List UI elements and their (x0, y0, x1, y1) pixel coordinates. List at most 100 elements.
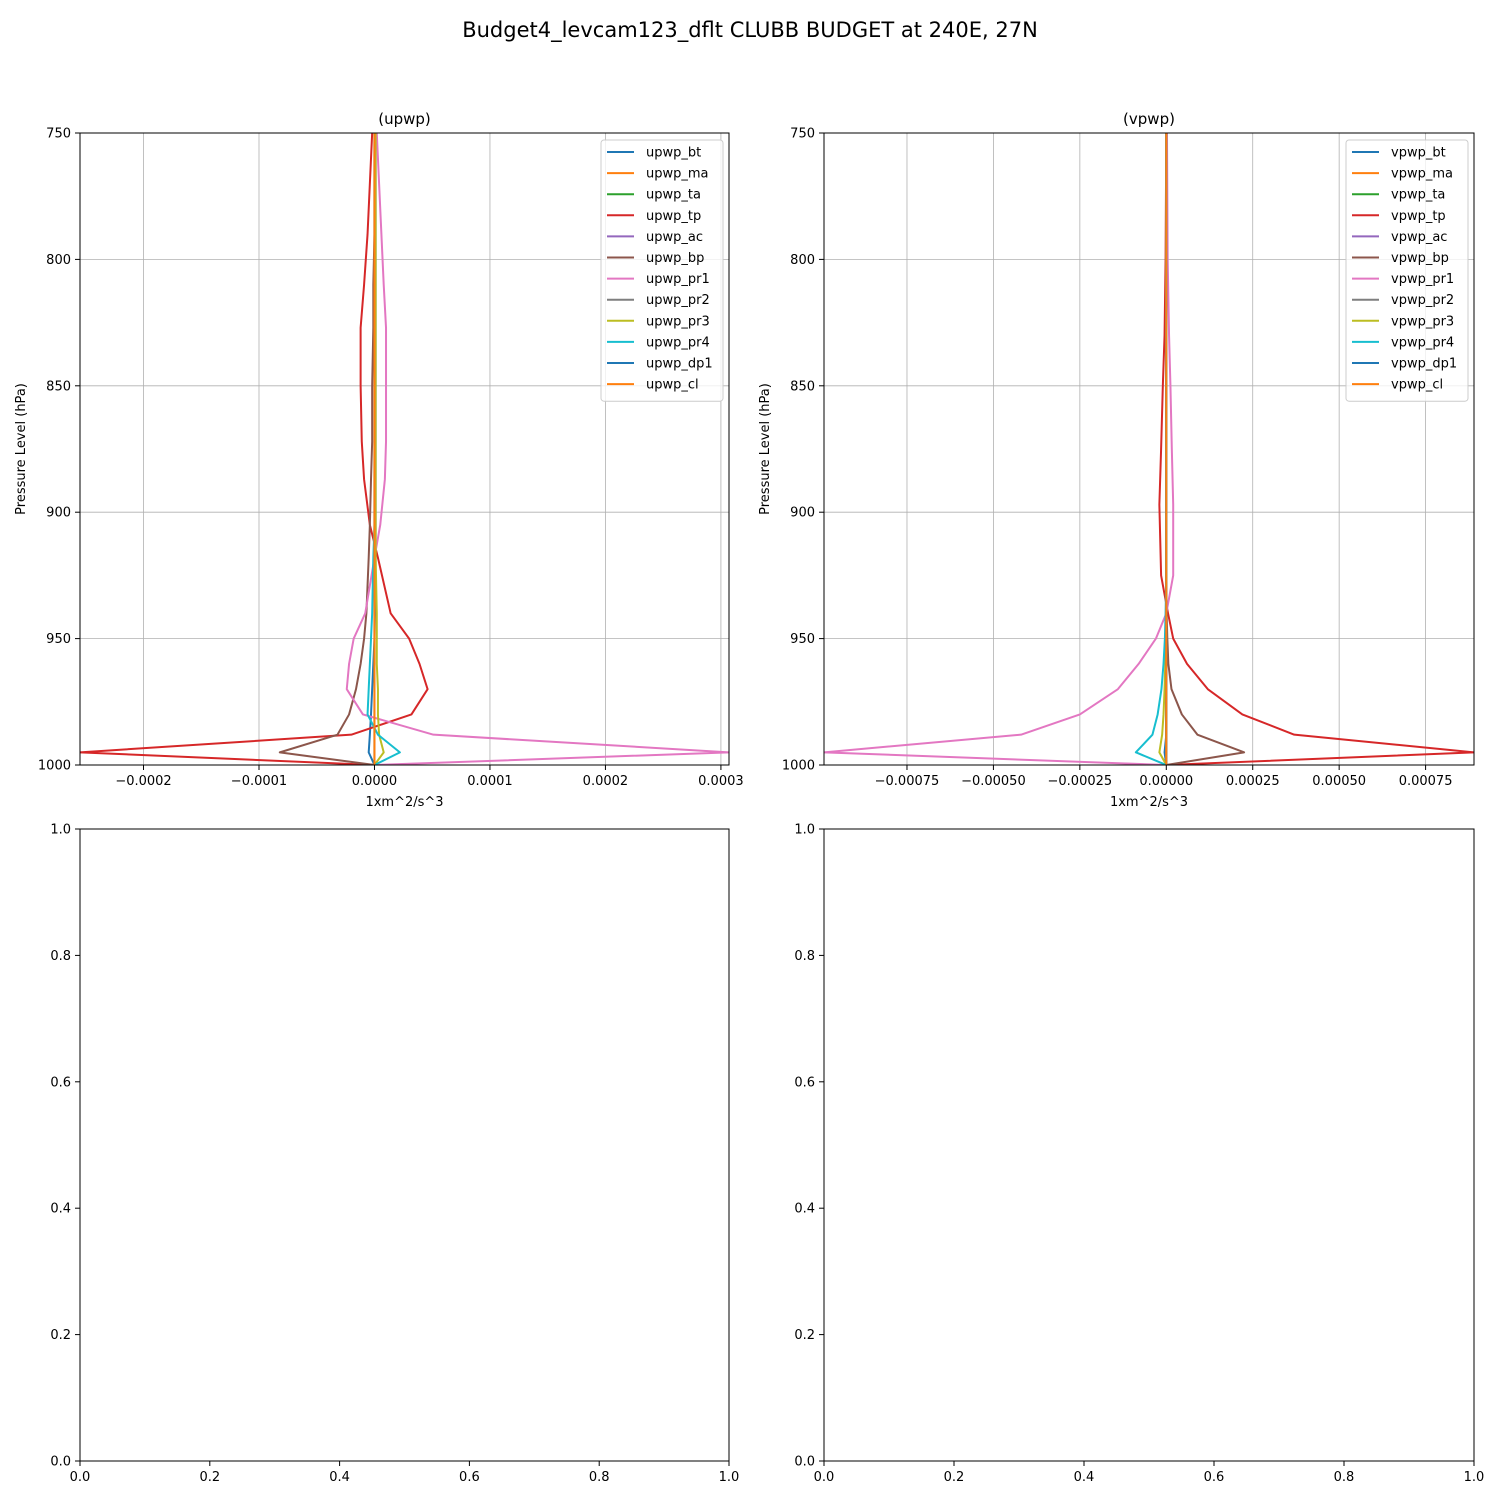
legend-label: upwp_ta (646, 188, 701, 203)
axes-2: −0.00075 −0.00050 −0.00025 0.00000 0.00025 0.… (758, 110, 1475, 810)
legend-item: upwp_ac (607, 230, 703, 245)
legend-item: vpwp_tp (1352, 209, 1446, 224)
x-tick-label: −0.0001 (231, 774, 287, 789)
legend-label: vpwp_pr3 (1391, 314, 1454, 329)
legend-label: upwp_pr2 (646, 293, 710, 308)
y-tick-label: 0.6 (794, 1075, 815, 1090)
legend-item: upwp_bp (607, 251, 704, 266)
legend-label: upwp_ac (646, 230, 703, 245)
legend-item: vpwp_bp (1352, 251, 1449, 266)
axes-4: 0.0 0.2 0.4 0.6 0.8 1.0 0.0 0.2 0.4 0.6 0.8 1.0 (794, 823, 1484, 1486)
x-tick-label: −0.00050 (961, 774, 1026, 789)
y-tick-label: 1000 (782, 759, 815, 774)
legend-label: vpwp_bp (1391, 251, 1449, 266)
x-tick-label: 0.0002 (583, 774, 629, 789)
x-tick-label: 0.2 (199, 1470, 220, 1485)
legend-item: upwp_ma (607, 167, 709, 182)
y-tick-label: 0.2 (50, 1328, 71, 1343)
axes-3: 0.0 0.2 0.4 0.6 0.8 1.0 0.0 0.2 0.4 0.6 0.8 1.0 (50, 823, 739, 1486)
legend-label: vpwp_ma (1391, 167, 1453, 182)
x-tick-label: 0.6 (1204, 1470, 1225, 1485)
x-tick-label: 0.0001 (467, 774, 513, 789)
axes-title: (vpwp) (1123, 110, 1175, 128)
y-tick-label: 0.2 (794, 1328, 815, 1343)
y-tick-label: 0.4 (794, 1202, 815, 1217)
series-group (824, 133, 1474, 765)
legend-frame (600, 139, 724, 402)
y-tick-label: 0.8 (794, 949, 815, 964)
x-tick-label: 0.0000 (352, 774, 398, 789)
x-tick-label: 0.8 (589, 1470, 610, 1485)
x-tick-label: 0.2 (944, 1470, 965, 1485)
legend-label: upwp_dp1 (646, 357, 713, 372)
x-tick-label: 0.00025 (1226, 774, 1280, 789)
axes-frame (823, 132, 1475, 766)
y-axis-label: Pressure Level (hPa) (758, 383, 773, 515)
legend-item: vpwp_dp1 (1352, 357, 1457, 372)
series-line-vpwp-tp (1158, 133, 1474, 765)
legend-label: vpwp_cl (1391, 378, 1443, 393)
x-tick-label: 0.00075 (1399, 774, 1453, 789)
x-tick-label: 0.00050 (1312, 774, 1366, 789)
legend-label: upwp_bt (646, 146, 701, 161)
x-axis-label: 1xm^2/s^3 (1110, 795, 1188, 810)
axes-frame (823, 828, 1475, 1462)
x-tick-label: 0.0 (70, 1470, 91, 1485)
legend-label: upwp_cl (646, 378, 699, 393)
y-tick-label: 900 (790, 506, 815, 521)
legend-item: vpwp_bt (1352, 146, 1446, 161)
x-tick-label: −0.00025 (1048, 774, 1113, 789)
x-tick-label: 0.00000 (1139, 774, 1193, 789)
series-group (80, 133, 729, 765)
legend: vpwp_bt vpwp_ma vpwp_ta vpwp_tp vpwp_ac vpwp_… (1345, 139, 1469, 402)
x-tick-label: 0.4 (1074, 1470, 1095, 1485)
legend-label: vpwp_pr1 (1391, 272, 1454, 287)
legend-item: upwp_pr2 (607, 293, 710, 308)
y-tick-label: 750 (46, 127, 71, 142)
y-tick-label: 1000 (38, 759, 71, 774)
legend-label: upwp_tp (646, 209, 701, 224)
legend-label: vpwp_pr2 (1391, 293, 1454, 308)
legend-label: upwp_pr4 (646, 335, 710, 350)
series-line-upwp-pr3 (373, 133, 385, 765)
y-tick-label: 0.0 (794, 1455, 815, 1470)
legend-label: vpwp_dp1 (1391, 357, 1457, 372)
y-tick-label: 0.4 (50, 1202, 71, 1217)
legend-item: vpwp_pr1 (1352, 272, 1454, 287)
legend-item: upwp_dp1 (607, 357, 713, 372)
x-tick-label: 0.4 (329, 1470, 350, 1485)
legend-item: vpwp_cl (1352, 378, 1443, 393)
legend-label: upwp_pr3 (646, 314, 710, 329)
axes-background (824, 829, 1474, 1461)
x-tick-label: 0.0003 (698, 774, 744, 789)
legend-item: upwp_bt (607, 146, 701, 161)
legend-item: vpwp_pr4 (1352, 335, 1454, 350)
legend-item: vpwp_pr3 (1352, 314, 1454, 329)
legend-frame (1345, 139, 1469, 402)
axes-1: −0.0002 −0.0001 0.0000 0.0001 0.0002 0.0003 75… (14, 110, 744, 810)
y-axis-label: Pressure Level (hPa) (14, 383, 29, 515)
legend-label: vpwp_bt (1391, 146, 1446, 161)
legend-item: upwp_pr1 (607, 272, 710, 287)
axes-title: (upwp) (378, 110, 431, 128)
x-tick-label: 0.8 (1334, 1470, 1355, 1485)
legend-item: upwp_pr4 (607, 335, 710, 350)
y-tick-label: 0.0 (50, 1455, 71, 1470)
axes-frame (79, 132, 730, 766)
y-tick-label: 900 (46, 506, 71, 521)
axes-frame (79, 828, 730, 1462)
legend-item: vpwp_ac (1352, 230, 1447, 245)
x-tick-label: 1.0 (1464, 1470, 1485, 1485)
y-tick-label: 0.8 (50, 949, 71, 964)
axes-background (80, 829, 729, 1461)
legend-item: upwp_tp (607, 209, 701, 224)
x-tick-label: −0.0002 (115, 774, 171, 789)
y-tick-label: 800 (46, 253, 71, 268)
legend-item: upwp_pr3 (607, 314, 710, 329)
x-tick-label: −0.00075 (875, 774, 940, 789)
legend-label: vpwp_ac (1391, 230, 1447, 245)
legend-item: upwp_cl (607, 378, 699, 393)
y-tick-label: 800 (790, 253, 815, 268)
legend-label: vpwp_pr4 (1391, 335, 1454, 350)
